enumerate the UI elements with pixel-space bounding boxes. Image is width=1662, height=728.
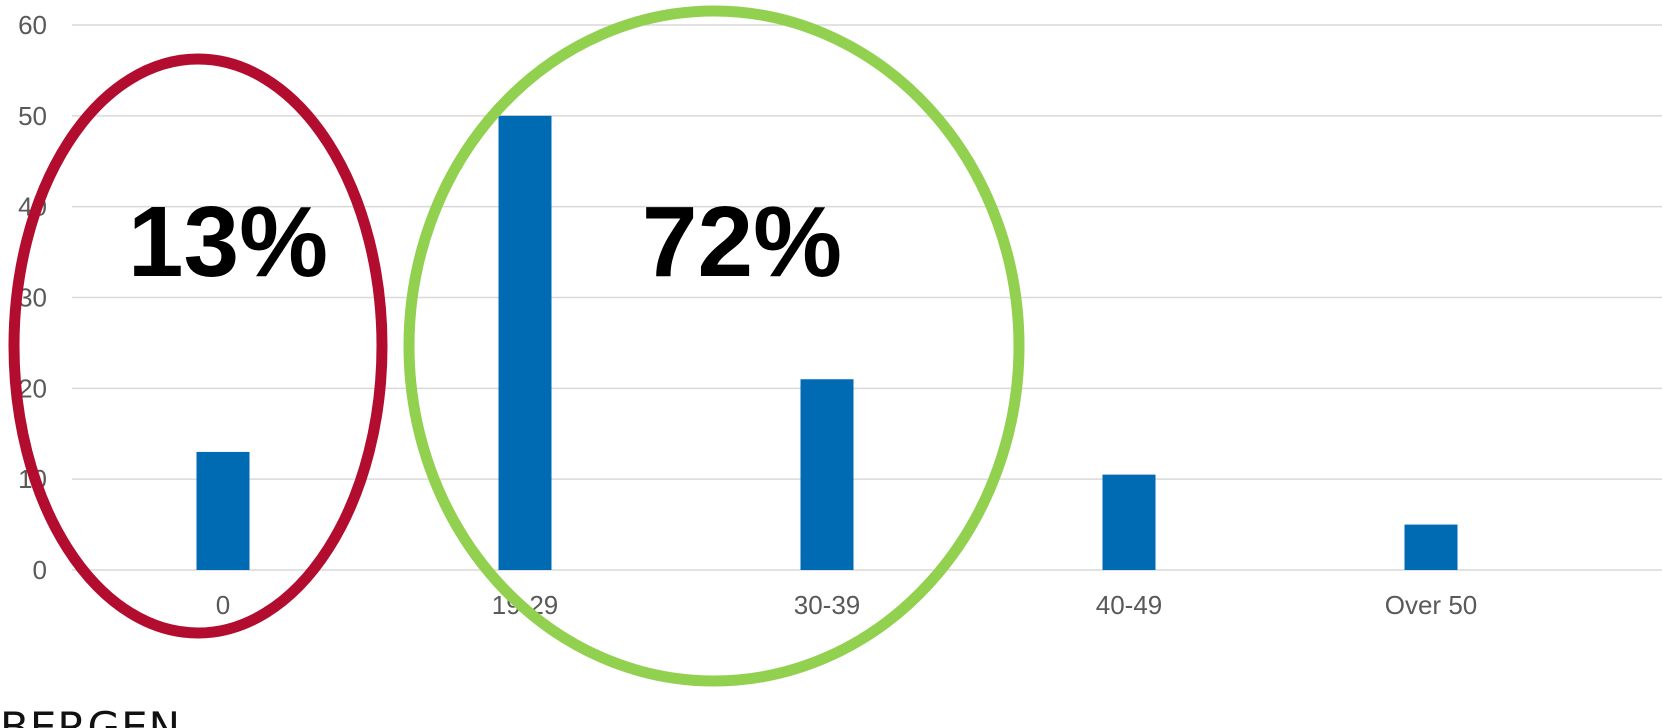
bar-over-50 — [1404, 524, 1458, 570]
annotation-ellipse — [403, 5, 1025, 687]
gridlines — [72, 24, 1662, 571]
annotation-percentage-label: 72% — [642, 186, 842, 298]
y-tick-label: 60 — [18, 10, 47, 40]
footer-logo-text: BERGEN — [0, 703, 182, 728]
bar-0 — [196, 451, 250, 570]
y-tick-label: 20 — [18, 373, 47, 403]
annotation-labels: 13% 72% — [128, 186, 842, 298]
bar-30-39 — [800, 379, 854, 570]
x-axis-tick-labels: 0 19-29 30-39 40-49 Over 50 — [216, 590, 1477, 620]
x-tick-label: Over 50 — [1385, 590, 1478, 620]
y-tick-label: 50 — [18, 101, 47, 131]
x-tick-label: 0 — [216, 590, 230, 620]
bars — [196, 115, 1458, 570]
x-tick-label: 40-49 — [1096, 590, 1163, 620]
annotation-ellipses — [8, 5, 1025, 687]
annotation-percentage-label: 13% — [128, 186, 328, 298]
bar-19-29 — [498, 115, 552, 570]
annotation-ellipse — [8, 53, 388, 639]
bar-40-49 — [1102, 474, 1156, 570]
x-tick-label: 30-39 — [794, 590, 861, 620]
y-tick-label: 0 — [33, 555, 47, 585]
